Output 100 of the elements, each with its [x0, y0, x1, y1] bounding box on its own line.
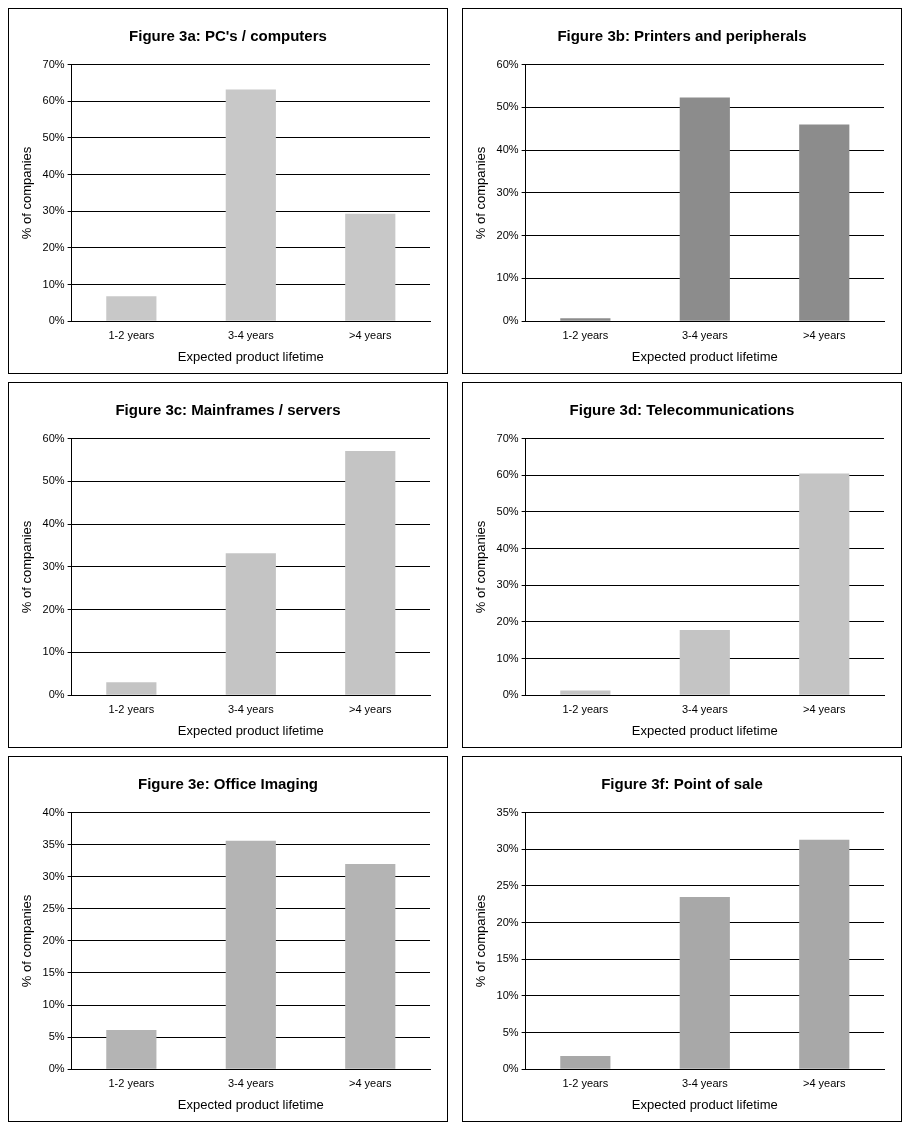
x-tick-label: >4 years: [803, 1076, 847, 1089]
y-tick-label: 70%: [42, 57, 65, 70]
x-tick-label: 1-2 years: [562, 702, 609, 715]
x-tick-label: 3-4 years: [227, 1076, 275, 1089]
x-axis-title: Expected product lifetime: [631, 722, 778, 738]
y-tick-label: 20%: [496, 614, 519, 627]
bar: [345, 213, 396, 321]
y-tick-label: 50%: [496, 100, 519, 113]
y-tick-label: 10%: [42, 645, 65, 658]
x-tick-label: 3-4 years: [227, 702, 275, 715]
bar: [679, 97, 730, 321]
bar: [225, 89, 276, 321]
chart-title: Figure 3c: Mainframes / servers: [114, 399, 342, 420]
y-tick-label: 40%: [42, 167, 65, 180]
x-tick-label: 3-4 years: [681, 1076, 729, 1089]
y-tick-label: 0%: [48, 688, 65, 701]
y-tick-label: 30%: [42, 559, 65, 572]
y-tick-label: 0%: [48, 314, 65, 327]
y-tick-label: 25%: [496, 878, 519, 891]
y-tick-label: 40%: [496, 143, 519, 156]
y-axis-title: % of companies: [473, 146, 489, 240]
bar: [560, 318, 611, 321]
y-tick-label: 10%: [42, 998, 65, 1011]
x-axis-title: Expected product lifetime: [177, 348, 324, 364]
y-tick-label: 30%: [496, 842, 519, 855]
y-axis-title: % of companies: [19, 894, 35, 988]
y-tick-label: 60%: [42, 431, 65, 444]
y-tick-label: 20%: [496, 228, 519, 241]
x-tick-label: >4 years: [803, 702, 847, 715]
bar: [345, 451, 396, 695]
y-tick-label: 10%: [42, 277, 65, 290]
x-tick-label: >4 years: [349, 702, 393, 715]
x-tick-label: 1-2 years: [562, 1076, 609, 1089]
x-tick-label: 1-2 years: [108, 1076, 155, 1089]
x-tick-label: 1-2 years: [108, 702, 155, 715]
y-tick-label: 10%: [496, 651, 519, 664]
y-axis-title: % of companies: [19, 146, 35, 240]
y-tick-label: 50%: [42, 474, 65, 487]
x-tick-label: 3-4 years: [227, 328, 275, 341]
bar: [799, 473, 850, 695]
y-tick-label: 10%: [496, 271, 519, 284]
bar: [799, 124, 850, 321]
y-tick-label: 10%: [496, 988, 519, 1001]
chart-title: Figure 3f: Point of sale: [600, 773, 764, 794]
y-axis-title: % of companies: [473, 520, 489, 614]
y-tick-label: 0%: [502, 688, 519, 701]
chart-title: Figure 3a: PC's / computers: [128, 25, 328, 46]
y-tick-label: 20%: [496, 915, 519, 928]
y-tick-label: 30%: [496, 578, 519, 591]
y-tick-label: 40%: [42, 805, 65, 818]
x-tick-label: 1-2 years: [562, 328, 609, 341]
bar: [106, 1030, 157, 1069]
bar: [560, 1056, 611, 1069]
y-tick-label: 15%: [42, 966, 65, 979]
x-tick-label: 1-2 years: [108, 328, 155, 341]
y-tick-label: 0%: [502, 314, 519, 327]
y-tick-label: 40%: [496, 541, 519, 554]
x-axis-title: Expected product lifetime: [631, 348, 778, 364]
bar: [345, 863, 396, 1069]
bar: [560, 690, 611, 695]
bar: [799, 839, 850, 1069]
x-axis-title: Expected product lifetime: [177, 722, 324, 738]
y-tick-label: 35%: [496, 805, 519, 818]
y-tick-label: 30%: [42, 204, 65, 217]
y-tick-label: 30%: [496, 185, 519, 198]
y-axis-title: % of companies: [473, 894, 489, 988]
y-tick-label: 40%: [42, 517, 65, 530]
y-tick-label: 5%: [48, 1030, 65, 1043]
y-tick-label: 35%: [42, 837, 65, 850]
bar: [225, 840, 276, 1069]
bar: [679, 896, 730, 1069]
bar: [679, 629, 730, 695]
y-tick-label: 60%: [42, 94, 65, 107]
y-tick-label: 50%: [496, 504, 519, 517]
x-tick-label: >4 years: [349, 1076, 393, 1089]
y-tick-label: 15%: [496, 952, 519, 965]
y-tick-label: 20%: [42, 602, 65, 615]
bar: [106, 296, 157, 321]
y-tick-label: 50%: [42, 130, 65, 143]
y-tick-label: 30%: [42, 869, 65, 882]
y-axis-title: % of companies: [19, 520, 35, 614]
x-tick-label: 3-4 years: [681, 328, 729, 341]
x-axis-title: Expected product lifetime: [177, 1096, 324, 1112]
x-tick-label: >4 years: [803, 328, 847, 341]
bar: [106, 682, 157, 695]
y-tick-label: 20%: [42, 933, 65, 946]
y-tick-label: 20%: [42, 240, 65, 253]
chart-title: Figure 3b: Printers and peripherals: [556, 25, 808, 46]
y-tick-label: 60%: [496, 468, 519, 481]
x-axis-title: Expected product lifetime: [631, 1096, 778, 1112]
chart-title: Figure 3d: Telecommunications: [568, 399, 796, 420]
y-tick-label: 0%: [502, 1062, 519, 1075]
y-tick-label: 5%: [502, 1025, 519, 1038]
y-tick-label: 0%: [48, 1062, 65, 1075]
x-tick-label: >4 years: [349, 328, 393, 341]
y-tick-label: 60%: [496, 57, 519, 70]
y-tick-label: 25%: [42, 901, 65, 914]
y-tick-label: 70%: [496, 431, 519, 444]
bar: [225, 553, 276, 695]
x-tick-label: 3-4 years: [681, 702, 729, 715]
